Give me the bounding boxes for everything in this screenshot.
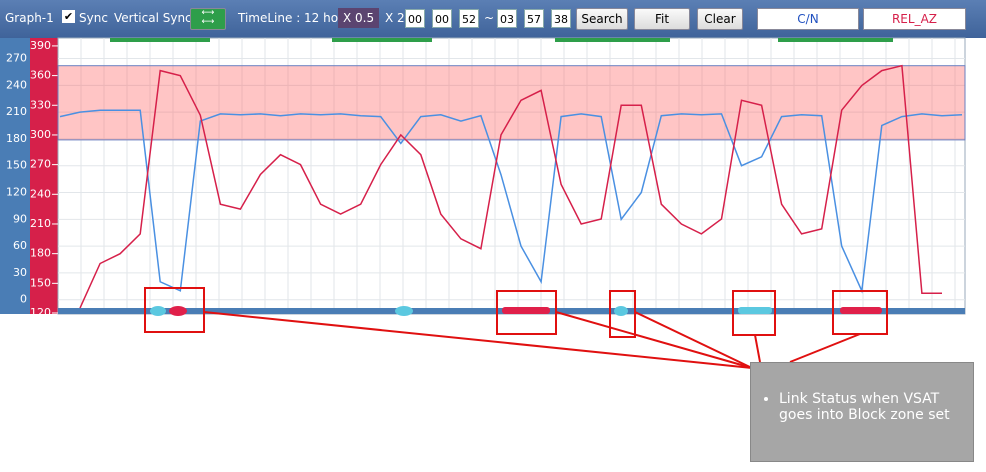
series-line bbox=[79, 64, 942, 309]
y2-tick-label: 180 bbox=[30, 247, 51, 260]
y2-tick-label: 120 bbox=[30, 306, 51, 319]
y-tick-label: 30 bbox=[13, 266, 27, 279]
y-tick-label: 120 bbox=[6, 186, 27, 199]
y2-tick-label: 210 bbox=[30, 217, 51, 230]
y2-axis-band bbox=[30, 38, 58, 314]
vertical-grid bbox=[80, 38, 956, 314]
link-status-marks bbox=[150, 306, 882, 316]
y-tick-label: 0 bbox=[20, 293, 27, 306]
vertical-sync-toggle[interactable]: ⟷ ⟷ bbox=[190, 8, 226, 30]
y2-tick-label: 270 bbox=[30, 158, 51, 171]
series-2-select[interactable]: REL_AZ bbox=[863, 8, 966, 30]
y-tick-label: 210 bbox=[6, 105, 27, 118]
annotation-box: Link Status when VSAT goes into Block zo… bbox=[750, 362, 974, 462]
callouts bbox=[144, 287, 888, 369]
start-second[interactable]: 52 bbox=[459, 9, 479, 28]
end-second[interactable]: 38 bbox=[551, 9, 571, 28]
y2-tick-label: 150 bbox=[30, 276, 51, 289]
clear-button[interactable]: Clear bbox=[697, 8, 743, 30]
fit-button[interactable]: Fit bbox=[634, 8, 690, 30]
y2-tick-label: 240 bbox=[30, 187, 51, 200]
y2-tick-label: 300 bbox=[30, 128, 51, 141]
y-tick-label: 180 bbox=[6, 132, 27, 145]
range-separator: ~ bbox=[484, 11, 495, 25]
start-minute[interactable]: 00 bbox=[432, 9, 452, 28]
toolbar: Graph-1 ✔ Sync Vertical Sync : ⟷ ⟷ TimeLi… bbox=[0, 0, 986, 38]
y-tick-label: 60 bbox=[13, 239, 27, 252]
start-hour[interactable]: 00 bbox=[405, 9, 425, 28]
zoom-out[interactable]: X 0.5 bbox=[338, 8, 380, 28]
plot-area bbox=[57, 37, 966, 315]
tabs bbox=[110, 38, 893, 42]
zoom-in[interactable]: X 2 bbox=[385, 11, 405, 25]
annotation-text: Link Status when VSAT goes into Block zo… bbox=[779, 391, 965, 423]
y-tick-label: 270 bbox=[6, 52, 27, 65]
y-tick-label: 90 bbox=[13, 212, 27, 225]
sync-label: Sync bbox=[79, 11, 108, 25]
graph-label: Graph-1 bbox=[5, 11, 54, 25]
y-axis-band bbox=[0, 38, 30, 314]
series-1-select[interactable]: C/N bbox=[757, 8, 859, 30]
y-tick-label: 240 bbox=[6, 78, 27, 91]
block-zone bbox=[57, 65, 966, 141]
y2-tick-label: 330 bbox=[30, 98, 51, 111]
vertical-sync-label: Vertical Sync : bbox=[114, 11, 200, 25]
search-button[interactable]: Search bbox=[576, 8, 628, 30]
timeline-label: TimeLine : 12 hour bbox=[238, 11, 351, 25]
end-minute[interactable]: 57 bbox=[524, 9, 544, 28]
y-tick-label: 150 bbox=[6, 159, 27, 172]
sync-checkbox[interactable]: ✔ bbox=[62, 10, 75, 23]
series-line bbox=[59, 109, 963, 294]
end-hour[interactable]: 03 bbox=[497, 9, 517, 28]
y2-tick-label: 360 bbox=[30, 69, 51, 82]
y2-tick-label: 390 bbox=[30, 39, 51, 52]
